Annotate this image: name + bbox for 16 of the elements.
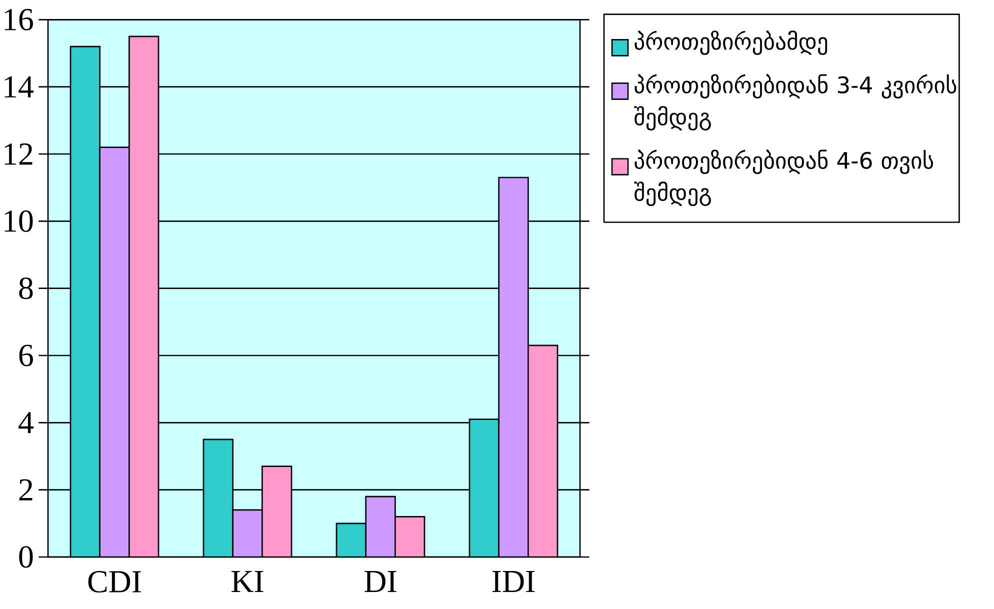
y-tick-label: 4 [18,412,34,434]
x-tick-label: KI [232,571,264,592]
y-tick-label: 16 [4,8,33,30]
legend-label: პროთეზირებიდან 4-6 თვის შემდეგ [634,150,934,206]
y-tick-label: 10 [4,210,33,232]
x-tick-label: CDI [88,571,141,593]
legend-label: პროთეზირებიდან 3-4 კვირის შემდეგ [634,74,956,130]
y-tick-label: 6 [19,344,33,366]
y-tick-label: 8 [19,278,33,300]
y-tick-label: 12 [4,143,32,165]
y-tick-label: 0 [19,546,33,568]
x-tick-label: IDI [492,571,535,592]
x-tick-label: DI [364,571,396,592]
y-tick-label: 2 [19,479,32,500]
y-tick-label: 14 [4,76,34,98]
legend-label: პროთეზირებამდე [634,30,828,55]
